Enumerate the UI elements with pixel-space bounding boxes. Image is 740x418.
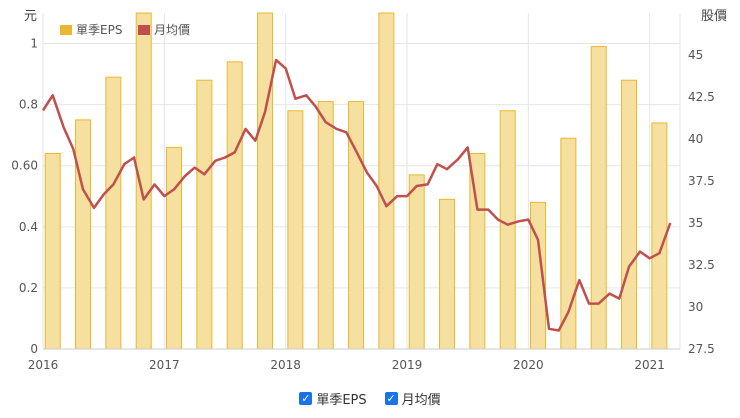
toggle-eps-label: 單季EPS <box>316 392 367 408</box>
eps-bar <box>257 12 274 350</box>
y-right-tick-label: 37.5 <box>688 174 715 188</box>
eps-bar <box>317 101 334 350</box>
eps-bar <box>287 110 304 350</box>
eps-bar <box>621 79 638 350</box>
legend-item-price: 月均價 <box>138 23 190 37</box>
eps-bar <box>378 12 395 350</box>
eps-bar <box>560 137 577 350</box>
y-left-tick-label: 0.8 <box>19 98 38 112</box>
y-right-tick-label: 27.5 <box>688 342 715 356</box>
y-left-tick-label: 0.4 <box>19 220 38 234</box>
x-tick-label: 2018 <box>270 358 301 372</box>
y-right-tick-label: 35 <box>688 216 703 230</box>
eps-bar <box>499 110 516 350</box>
x-tick-label: 2017 <box>149 358 180 372</box>
x-tick-label: 2019 <box>392 358 423 372</box>
legend-swatch-price <box>138 25 150 35</box>
legend-label-eps: 單季EPS <box>76 23 122 37</box>
checkbox-eps[interactable]: ✓ <box>299 391 313 405</box>
legend[interactable]: 單季EPS 月均價 <box>60 23 190 37</box>
series-toggle-bar: ✓ 單季EPS ✓ 月均價 <box>0 388 740 408</box>
y-left-tick-label: 0.60 <box>11 159 38 173</box>
eps-bar <box>439 198 456 350</box>
y-right-tick-label: 40 <box>688 132 703 146</box>
y-left-tick-label: 0 <box>30 342 38 356</box>
toggle-price-label: 月均價 <box>401 392 441 408</box>
x-tick-label: 2021 <box>634 358 665 372</box>
x-tick-label: 2016 <box>28 358 59 372</box>
eps-bar <box>408 174 425 350</box>
price-line <box>41 58 672 332</box>
checkbox-price[interactable]: ✓ <box>384 391 398 405</box>
y-right-tick-label: 45 <box>688 48 703 62</box>
y-right-tick-label: 30 <box>688 300 703 314</box>
legend-label-price: 月均價 <box>154 23 190 37</box>
legend-item-eps: 單季EPS <box>60 23 122 37</box>
toggle-eps[interactable]: ✓ 單季EPS <box>299 389 367 408</box>
y-right-axis-title: 股價 <box>701 9 727 24</box>
eps-bar <box>166 146 183 350</box>
price-series-line <box>41 58 672 332</box>
axes: 0 0.2 0.4 0.60 0.8 1 27.5 30 32.5 35 37.5 40 42.5 45 2… <box>11 9 727 372</box>
y-left-axis-title: 元 <box>24 9 37 24</box>
y-left-tick-label: 0.2 <box>19 281 38 295</box>
eps-bar <box>226 61 243 350</box>
eps-bar <box>105 76 122 350</box>
eps-bar <box>196 79 213 350</box>
eps-bar <box>44 153 61 350</box>
y-right-tick-label: 32.5 <box>688 258 715 272</box>
y-left-tick-label: 1 <box>30 37 38 51</box>
toggle-price[interactable]: ✓ 月均價 <box>384 389 441 408</box>
eps-bar <box>75 119 92 350</box>
y-right-tick-label: 42.5 <box>688 90 715 104</box>
x-tick-label: 2020 <box>513 358 544 372</box>
legend-swatch-eps <box>60 25 72 35</box>
